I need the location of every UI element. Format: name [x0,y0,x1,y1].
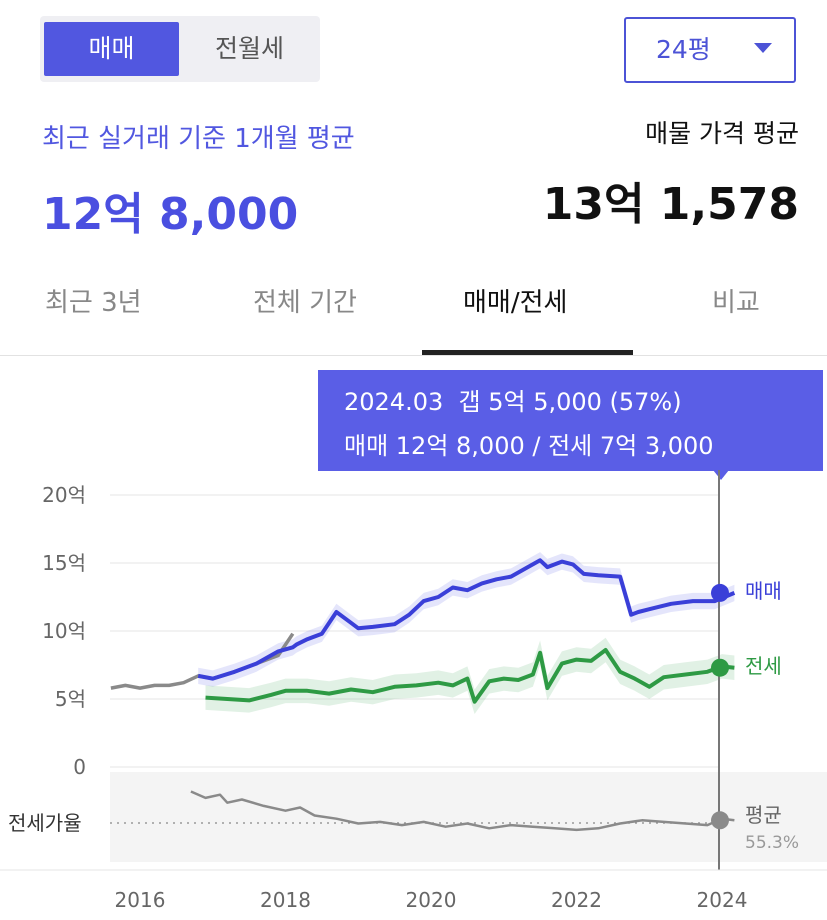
tab-recent-3-years[interactable]: 최근 3년 [45,288,142,318]
size-select[interactable]: 24평 [624,17,796,83]
ratio-band [110,772,827,862]
x-tick-label: 2024 [697,888,748,912]
series-line-jeonse [205,648,735,704]
ratio-average-label: 평균 [745,803,782,827]
size-select-value: 24평 [656,35,711,64]
y-tick-label: 20억 [42,483,86,507]
active-tab-indicator [422,350,633,355]
price-chart[interactable]: 20억 15억 10억 5억 0 전세가율 매매 전세 평균 55.3% 2016 201… [0,470,827,920]
series-line-jeonse-ratio [190,790,735,832]
series-label-jeonse: 전세 [745,654,782,678]
chart-tooltip: 2024.03 갭 5억 5,000 (57%) 매매 12억 8,000 / … [318,370,823,471]
x-tick-label: 2022 [551,888,602,912]
ratio-end-dot [711,811,729,830]
tab-compare[interactable]: 비교 [712,288,760,318]
listing-average-label: 매물 가격 평균 [645,119,799,148]
tooltip-pointer [713,470,729,480]
listing-average-value: 13억 1,578 [542,179,799,230]
y-tick-label: 15억 [42,551,86,575]
series-line-sale [197,558,736,681]
sale-range-band [198,552,735,687]
trade-type-toggle: 매매 전월세 [40,16,320,82]
tabs-divider [0,355,827,356]
tab-sale-jeonse[interactable]: 매매/전세 [463,288,568,318]
y-tick-label: 10억 [42,619,86,643]
series-label-sale: 매매 [745,579,782,603]
y-tick-label: 5억 [55,687,86,711]
jeonse-end-dot [711,658,729,677]
x-tick-label: 2020 [406,888,457,912]
x-tick-label: 2018 [260,888,311,912]
y-tick-label: 0 [73,755,86,779]
ratio-axis-label: 전세가율 [8,811,82,835]
tooltip-gap-line: 2024.03 갭 5억 5,000 (57%) [344,388,682,416]
jeonse-range-band [205,637,735,714]
tooltip-price-line: 매매 12억 8,000 / 전세 7억 3,000 [344,432,714,460]
tab-full-period[interactable]: 전체 기간 [253,288,357,318]
recent-average-label: 최근 실거래 기준 1개월 평균 [42,124,355,154]
toggle-sale-button[interactable]: 매매 [44,22,179,76]
x-tick-label: 2016 [115,888,166,912]
toggle-jeonse-button[interactable]: 전월세 [214,34,284,63]
recent-average-value: 12억 8,000 [42,189,299,240]
sale-end-dot [711,583,729,602]
caret-down-icon [754,43,772,53]
ratio-average-value: 55.3% [745,833,799,853]
